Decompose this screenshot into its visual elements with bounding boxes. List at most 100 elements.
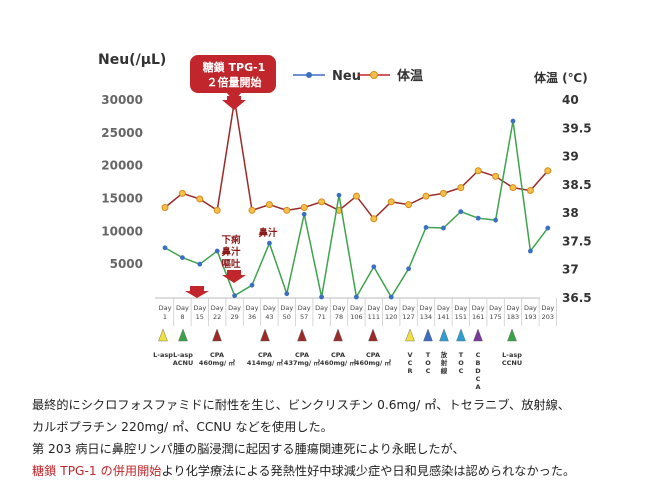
- neu-point: [493, 217, 498, 223]
- right-tick-label: 38: [562, 206, 579, 220]
- treatment-label: ACNU: [173, 359, 194, 367]
- neu-point: [371, 264, 377, 270]
- x-tick-label: 111: [368, 313, 380, 321]
- x-tick-label: 183: [507, 313, 519, 321]
- temp-point: [352, 192, 360, 200]
- neu-point: [319, 294, 324, 300]
- down-arrow-left: [185, 286, 209, 298]
- temp-point: [405, 201, 413, 209]
- x-tick-label: Day: [280, 304, 293, 312]
- neu-point: [441, 225, 446, 231]
- temp-point: [474, 167, 482, 175]
- left-axis-title: Neu(/μL): [98, 52, 166, 68]
- x-tick-label: Day: [176, 304, 189, 312]
- right-tick-label: 39.5: [562, 121, 592, 135]
- treatment-marker: [423, 328, 433, 342]
- x-tick-label: Day: [489, 304, 502, 312]
- temp-point: [509, 184, 517, 192]
- treatment-marker: [333, 328, 343, 342]
- temp-point: [387, 198, 395, 206]
- x-tick-label: Day: [193, 304, 206, 312]
- caption-line-1: 最終的にシクロフォスファミドに耐性を生じ、ビンクリスチン 0.6mg/ ㎡、トセ…: [32, 398, 570, 412]
- temp-point: [439, 189, 447, 197]
- treatment-label: C: [408, 359, 413, 367]
- treatment-label: T: [426, 351, 431, 359]
- treatment-label: O: [425, 359, 431, 367]
- left-tick-label: 15000: [101, 192, 143, 206]
- x-tick-label: 151: [455, 313, 467, 321]
- neu-point: [162, 245, 168, 251]
- caption-highlight: 糖鎖 TPG-1 の併用開始: [32, 464, 162, 478]
- x-tick-label: Day: [246, 304, 259, 312]
- treatment-label: CPA: [331, 351, 345, 359]
- treatment-label: 放: [440, 350, 448, 359]
- neu-point: [528, 248, 533, 254]
- caption-line-4-rest: より化学療法による発熱性好中球減少症や日和見感染は認められなかった。: [161, 464, 576, 478]
- treatment-label: L-asp: [173, 351, 193, 359]
- temp-point: [248, 206, 256, 214]
- x-tick-label: 15: [196, 313, 204, 321]
- neu-point: [180, 255, 185, 260]
- side-effect-label-nasal: 鼻汁: [258, 227, 278, 239]
- x-tick-label: Day: [159, 304, 172, 312]
- neu-series-line: [164, 120, 549, 300]
- x-tick-label: Day: [472, 304, 485, 312]
- temp-point: [213, 206, 221, 214]
- neu-point: [388, 294, 394, 300]
- left-tick-label: 25000: [101, 126, 143, 140]
- callout-bubble: [190, 55, 276, 93]
- x-tick-label: 43: [265, 313, 273, 321]
- x-tick-label: 175: [489, 313, 501, 321]
- x-tick-label: Day: [263, 304, 276, 312]
- x-tick-label: Day: [315, 304, 328, 312]
- x-tick-label: Day: [437, 304, 450, 312]
- x-tick-label: 203: [542, 313, 554, 321]
- x-tick-label: Day: [298, 304, 311, 312]
- neu-point: [214, 248, 220, 254]
- neu-point: [545, 225, 551, 231]
- treatment-label: R: [407, 367, 412, 375]
- treatment-label: D: [475, 367, 481, 375]
- legend-temp-marker: [370, 71, 378, 79]
- treatment-marker: [473, 328, 483, 342]
- temp-point: [370, 215, 378, 223]
- x-tick-label: Day: [385, 304, 398, 312]
- treatment-label: 射: [440, 358, 448, 367]
- x-tick-label: 36: [248, 313, 256, 321]
- temp-point: [318, 198, 326, 206]
- x-tick-label: Day: [541, 304, 554, 312]
- treatment-label: T: [459, 351, 464, 359]
- left-tick-label: 20000: [101, 159, 143, 173]
- x-tick-label: 193: [524, 313, 536, 321]
- x-tick-label: 57: [300, 313, 308, 321]
- treatment-label: A: [475, 383, 480, 391]
- x-tick-label: Day: [454, 304, 467, 312]
- treatment-label: B: [476, 359, 481, 367]
- neu-point: [510, 118, 516, 124]
- side-effect-label: 鼻汁: [221, 246, 241, 258]
- temp-point: [457, 184, 465, 192]
- neu-point: [458, 209, 464, 215]
- neu-point: [354, 294, 359, 300]
- temp-point: [422, 192, 430, 200]
- x-tick-label: 141: [437, 313, 449, 321]
- temp-point: [265, 201, 273, 209]
- temp-point: [526, 187, 534, 195]
- left-tick-label: 10000: [101, 224, 143, 238]
- neu-point: [249, 282, 255, 288]
- x-tick-label: Day: [402, 304, 415, 312]
- neu-point: [197, 261, 203, 267]
- x-tick-label: 78: [335, 313, 343, 321]
- temp-point: [300, 203, 308, 211]
- x-tick-label: 22: [213, 313, 221, 321]
- x-tick-label: 1: [163, 313, 167, 321]
- temp-point: [544, 167, 552, 175]
- x-tick-label: 127: [402, 313, 414, 321]
- treatment-label: CPA: [258, 351, 272, 359]
- right-tick-label: 40: [562, 93, 579, 107]
- treatment-marker: [368, 328, 378, 342]
- legend-neu-label: Neu: [332, 69, 361, 84]
- treatment-label: 線: [441, 366, 448, 375]
- x-tick-label: 161: [472, 313, 484, 321]
- treatment-label: C: [476, 375, 481, 383]
